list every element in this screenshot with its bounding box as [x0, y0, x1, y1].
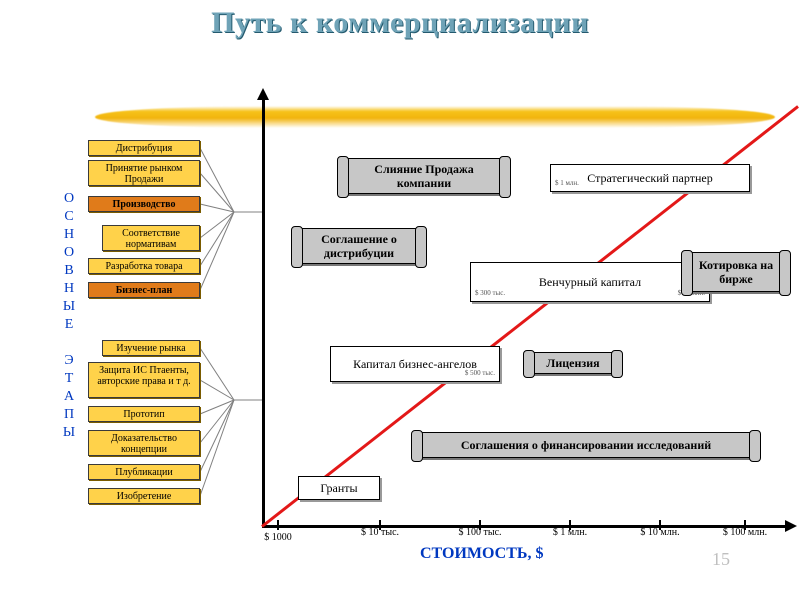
x-tick-mark: [569, 520, 571, 530]
y-axis-label: ОСНОВНЫЕ ЭТАПЫ: [62, 190, 76, 442]
page-number: 15: [712, 549, 730, 570]
stage-item: Разработка товара: [88, 258, 200, 274]
stage-item: Прототип: [88, 406, 200, 422]
x-tick-mark: [659, 520, 661, 530]
slide-title: Путь к коммерциализации: [0, 6, 800, 40]
y-axis-arrow: [257, 88, 269, 100]
stock-quote: Котировка на бирже: [686, 252, 786, 292]
slide: Путь к коммерциализации ОСНОВНЫЕ ЭТАПЫ Д…: [0, 0, 800, 600]
x-axis-title: СТОИМОСТЬ, $: [420, 545, 543, 563]
y-axis: [262, 100, 265, 525]
angel-capital: Капитал бизнес-ангелов$ 500 тыс.: [330, 346, 500, 382]
x-tick-mark: [744, 520, 746, 530]
stage-item: Изучение рынка: [102, 340, 200, 356]
license: Лицензия: [528, 352, 618, 374]
stage-item: Принятие рынком Продажи: [88, 160, 200, 186]
research-funding: Соглашения о финансировании исследований: [416, 432, 756, 458]
brush-decoration: [95, 106, 775, 128]
x-tick-mark: [277, 520, 279, 530]
merger: Слияние Продажа компании: [342, 158, 506, 194]
stage-item: Защита ИС Птаенты, авторские права и т д…: [88, 362, 200, 398]
x-tick-mark: [379, 520, 381, 530]
stage-item: Изобретение: [88, 488, 200, 504]
stage-item: Плубликации: [88, 464, 200, 480]
stage-item: Производство: [88, 196, 200, 212]
x-axis-arrow: [785, 520, 797, 532]
strategic-partner: Стратегический партнер$ 1 млн.: [550, 164, 750, 192]
stage-item: Соответствие нормативам: [102, 225, 200, 251]
x-tick-mark: [479, 520, 481, 530]
stage-item: Доказательство концепции: [88, 430, 200, 456]
grants: Гранты: [298, 476, 380, 500]
x-axis: [262, 525, 785, 528]
stage-item: Дистрибуция: [88, 140, 200, 156]
stage-item: Бизнес-план: [88, 282, 200, 298]
distribution-agreement: Соглашение о дистрибуции: [296, 228, 422, 264]
x-tick: $ 1000: [264, 532, 292, 543]
venture-capital: Венчурный капитал$ 300 тыс.$ 30 млн.: [470, 262, 710, 302]
